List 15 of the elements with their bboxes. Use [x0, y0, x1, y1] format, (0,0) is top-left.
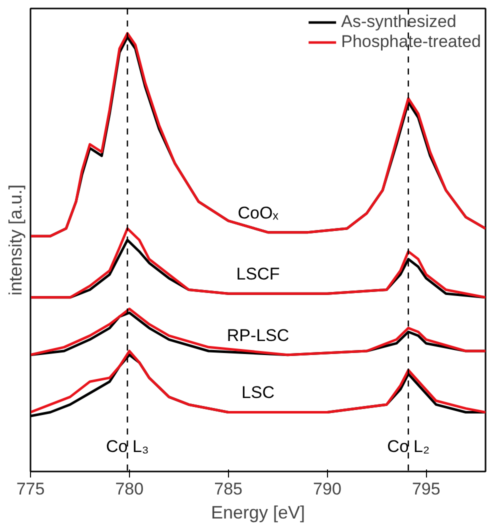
legend-label: As-synthesized: [341, 12, 456, 32]
x-tick-label: 795: [412, 480, 440, 498]
x-tick-label: 790: [313, 480, 342, 498]
annotation: Co L₂: [387, 437, 430, 456]
annotation: Co L₃: [106, 437, 149, 456]
annotation: LSCF: [236, 264, 280, 284]
annotation: LSC: [241, 383, 275, 402]
annotation: RP-LSC: [226, 326, 290, 345]
x-axis-title: Energy [eV]: [210, 502, 306, 522]
y-axis-title: intensity [a.u.]: [6, 184, 26, 296]
x-tick-label: 785: [214, 480, 243, 498]
legend-label: Phosphate-treated: [341, 32, 481, 52]
x-tick-label: 775: [16, 480, 45, 498]
x-tick-label: 780: [115, 480, 144, 498]
annotation: CoOₓ: [238, 203, 279, 222]
